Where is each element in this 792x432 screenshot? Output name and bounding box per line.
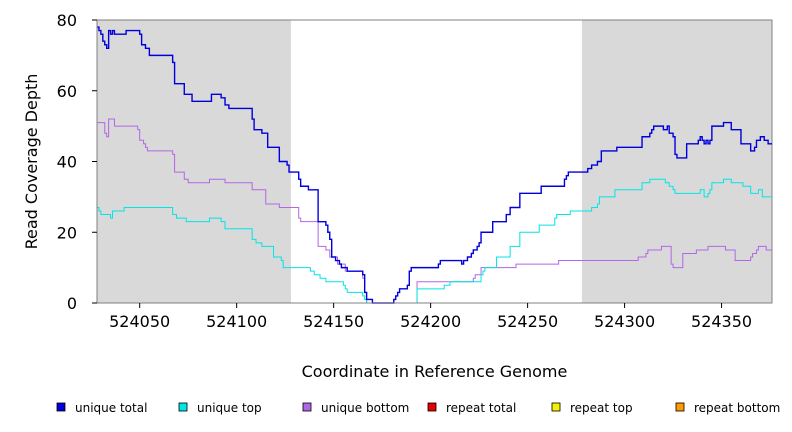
legend: unique total unique top unique bottom repea… [56, 401, 780, 415]
series-line-unique-bottom [97, 118, 772, 304]
legend-label: repeat total [446, 401, 516, 415]
x-tick-label: 524050 [109, 312, 170, 331]
y-tick-label: 60 [57, 82, 77, 101]
x-axis-title: Coordinate in Reference Genome [302, 362, 568, 381]
x-tick-label: 524250 [497, 312, 558, 331]
y-axis-title: Read Coverage Depth [22, 74, 41, 250]
legend-label: repeat top [570, 401, 633, 415]
legend-swatch [551, 402, 561, 412]
legend-swatch [178, 402, 188, 412]
legend-swatch [56, 402, 66, 412]
legend-label: repeat bottom [694, 401, 780, 415]
series-line-unique-total [97, 26, 772, 304]
legend-item-unique-top: unique top [178, 401, 262, 415]
x-tick-label: 524300 [594, 312, 655, 331]
legend-item-repeat-top: repeat top [551, 401, 633, 415]
x-tick-label: 524200 [400, 312, 461, 331]
legend-swatch [302, 402, 312, 412]
legend-item-unique-bottom: unique bottom [302, 401, 409, 415]
legend-swatch [675, 402, 685, 412]
legend-item-repeat-total: repeat total [427, 401, 516, 415]
shaded-regions [97, 20, 772, 303]
y-tick-label: 40 [57, 153, 77, 172]
y-tick-label: 0 [67, 294, 77, 313]
x-tick-label: 524100 [206, 312, 267, 331]
legend-item-unique-total: unique total [56, 401, 147, 415]
x-tick-label: 524150 [303, 312, 364, 331]
legend-item-repeat-bottom: repeat bottom [675, 401, 780, 415]
y-tick-label: 80 [57, 11, 77, 30]
legend-label: unique top [197, 401, 262, 415]
shaded-region-1 [97, 20, 291, 303]
x-tick-label: 524350 [691, 312, 752, 331]
y-tick-label: 20 [57, 223, 77, 242]
axes: 524050 524100 524150 524200 524250 524300 5243… [57, 11, 772, 331]
shaded-region-2 [581, 20, 772, 303]
legend-label: unique bottom [321, 401, 409, 415]
legend-label: unique total [75, 401, 147, 415]
legend-swatch [427, 402, 437, 412]
series-line-unique-top [97, 178, 772, 304]
